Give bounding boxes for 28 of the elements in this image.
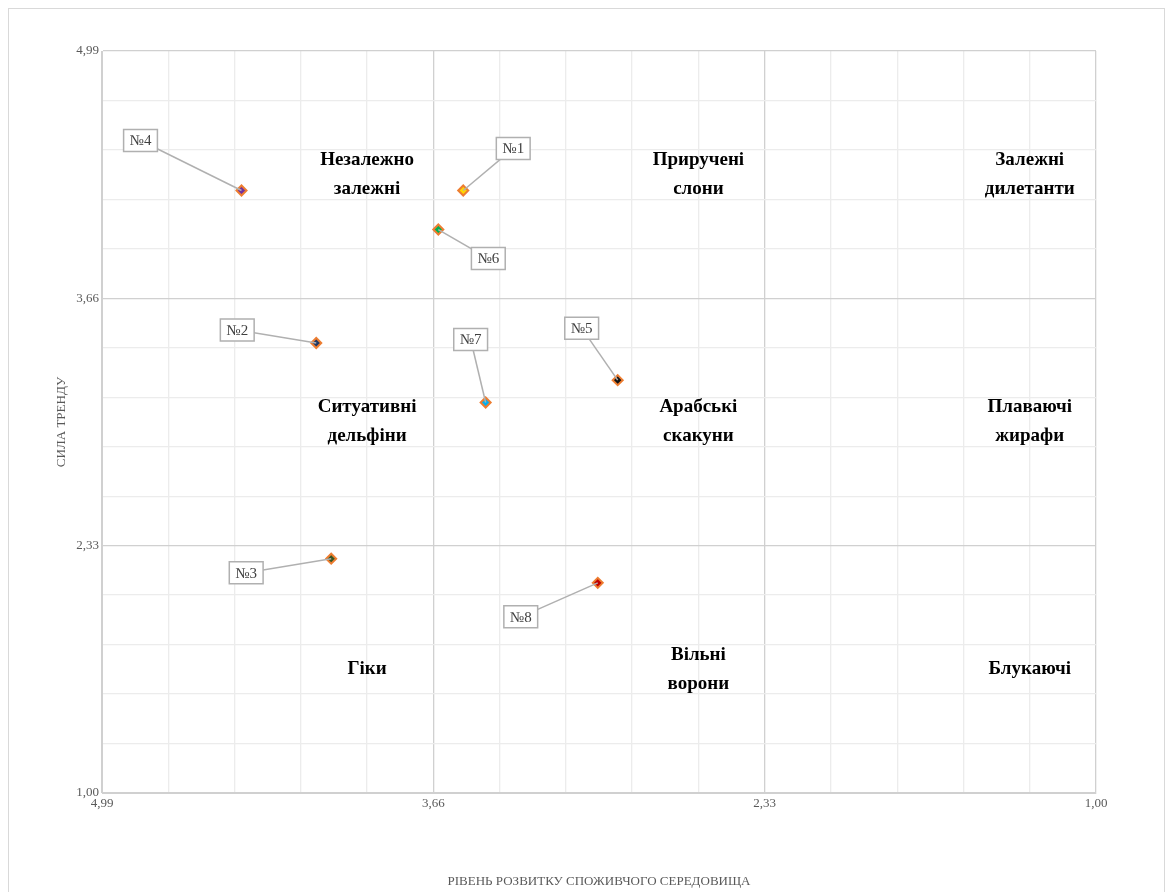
text: №6 (477, 250, 500, 267)
annotation: Арабські скакуни (659, 395, 738, 446)
point (235, 184, 248, 197)
annotation: Вільні ворони (667, 642, 730, 693)
annotation: Ситуативні дельфіни (317, 395, 417, 446)
x-tick-label: 1,00 (1084, 795, 1108, 811)
x-tick-label: 3,66 (421, 795, 446, 811)
annotation: Гіки (347, 657, 387, 679)
y-axis-title: СИЛА ТРЕНДУ (53, 376, 69, 468)
annotation: Плаваючі жирафи (987, 395, 1072, 446)
text: №7 (459, 331, 483, 348)
y-tick-label: 2,33 (76, 537, 99, 553)
text: №5 (570, 320, 593, 337)
annotation: Незалежно залежні (320, 148, 414, 199)
text: №8 (509, 608, 532, 625)
text: №1 (502, 140, 525, 157)
point (611, 374, 624, 387)
annotation: Залежні дилетанти (984, 148, 1075, 199)
text: №2 (226, 321, 249, 338)
x-tick-label: 2,33 (753, 795, 777, 811)
x-axis-title: РІВЕНЬ РОЗВИТКУ СПОЖИВЧОГО СЕРЕДОВИЩА (447, 872, 752, 888)
annotation: Приручені слони (652, 148, 745, 199)
y-tick-label: 4,99 (76, 42, 99, 58)
text: №3 (235, 564, 258, 581)
annotation: Блукаючі (988, 657, 1071, 679)
y-tick-label: 3,66 (76, 289, 100, 305)
point (432, 223, 445, 236)
text: №4 (129, 132, 152, 149)
